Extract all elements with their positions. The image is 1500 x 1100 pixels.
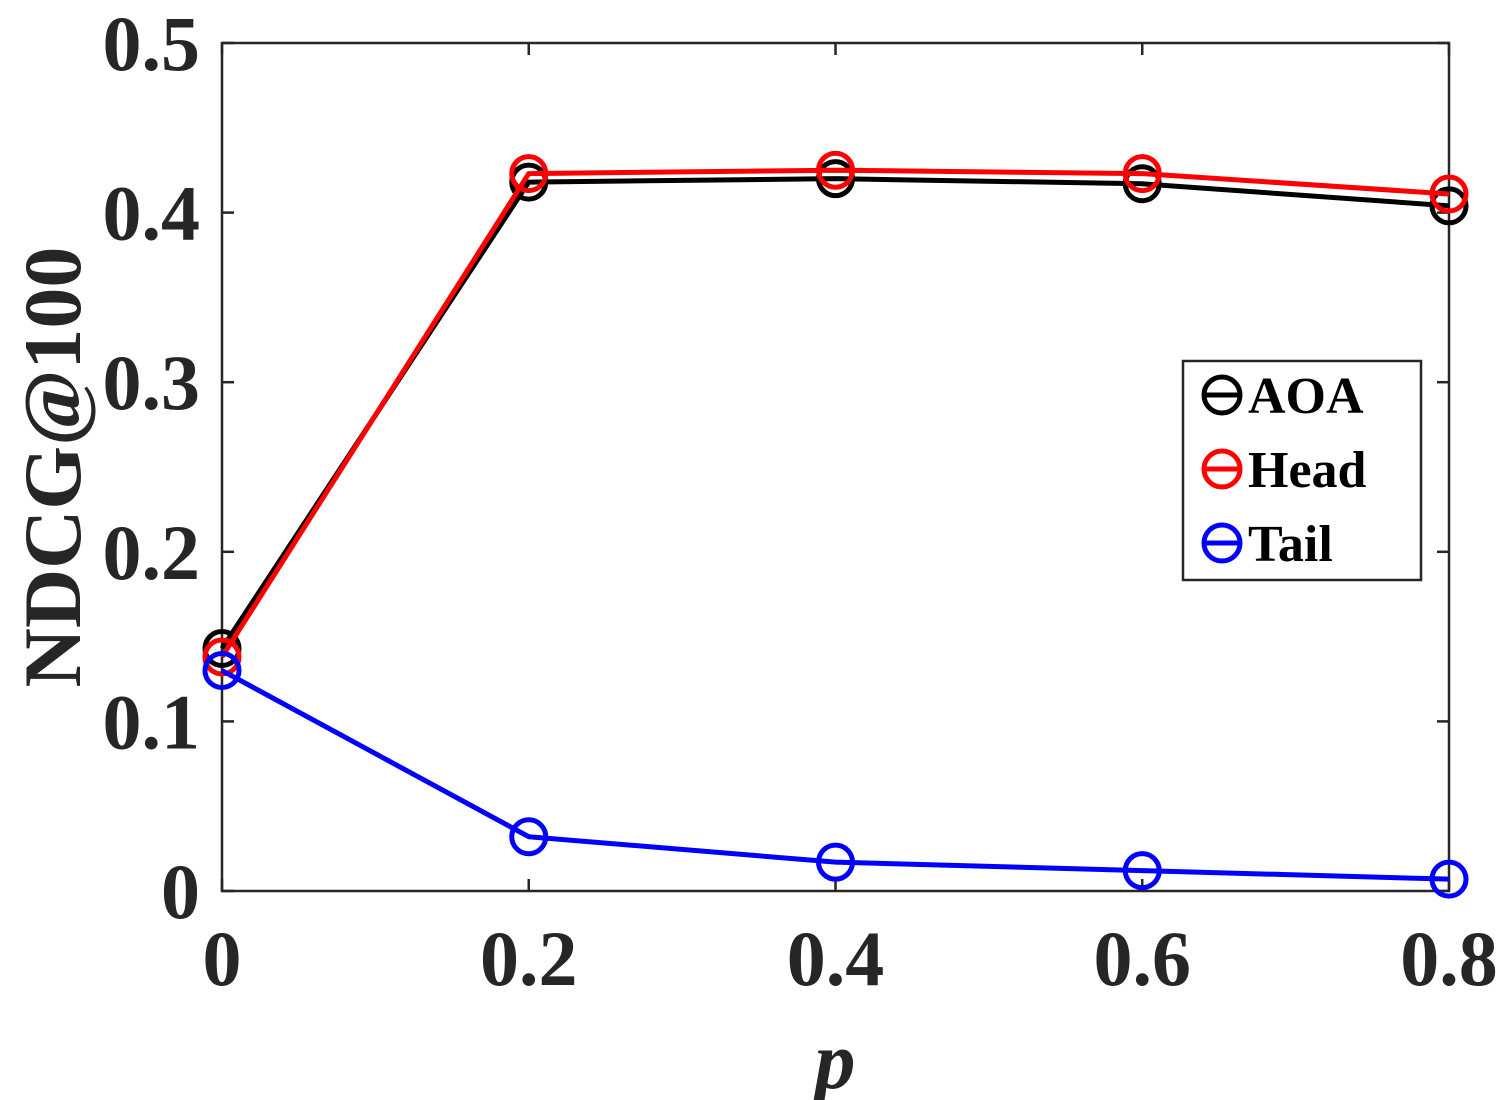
x-tick-label: 0.4 [787, 915, 885, 1002]
data-point-tail [816, 842, 855, 882]
data-point-aoa [1429, 186, 1469, 226]
x-tick-label: 0.6 [1094, 915, 1192, 1002]
data-point-tail [509, 817, 549, 857]
y-axis-tick-labels: 0 0.1 0.2 0.3 0.4 0.5 [103, 0, 201, 935]
x-tick-label: 0 [203, 915, 242, 1002]
x-tick-label: 0.2 [480, 915, 578, 1002]
legend-item-tail: Tail [1201, 516, 1333, 573]
y-axis-title: NDCG@100 [7, 247, 98, 688]
y-tick-label: 0.5 [103, 0, 201, 87]
data-point-head [1122, 154, 1162, 194]
series-layer [202, 150, 1469, 899]
series-head [202, 150, 1469, 677]
y-tick-label: 0.4 [103, 170, 201, 257]
y-tick-label: 0.1 [103, 678, 201, 765]
series-tail [202, 651, 1469, 899]
y-tick-label: 0 [161, 848, 200, 935]
axis-ticks [220, 41, 1451, 893]
data-point-head [202, 637, 242, 677]
data-point-aoa [1122, 164, 1162, 204]
x-axis-tick-labels: 0 0.2 0.4 0.6 0.8 [203, 915, 1498, 1002]
legend-item-head: Head [1201, 442, 1367, 499]
data-point-head [816, 150, 855, 190]
legend-marker-tail [1201, 522, 1243, 564]
legend-item-aoa: AOA [1201, 368, 1364, 425]
legend-label-head: Head [1248, 442, 1367, 499]
legend-label-aoa: AOA [1248, 368, 1364, 425]
data-point-tail [1122, 851, 1162, 891]
data-point-tail [202, 651, 242, 691]
legend-label-tail: Tail [1248, 516, 1333, 573]
y-tick-label: 0.3 [103, 339, 201, 426]
x-axis-title: p [809, 1015, 856, 1100]
series-line-head [219, 167, 1450, 659]
x-tick-label: 0.8 [1400, 915, 1498, 1002]
data-point-head [509, 154, 549, 194]
series-line-tail [220, 668, 1450, 882]
legend-marker-head [1201, 448, 1243, 490]
data-point-tail [1429, 859, 1469, 899]
legend-marker-aoa [1201, 374, 1243, 416]
y-tick-label: 0.2 [103, 509, 201, 596]
legend: AOA Head Tail [1181, 359, 1423, 582]
data-point-head [1429, 174, 1469, 214]
